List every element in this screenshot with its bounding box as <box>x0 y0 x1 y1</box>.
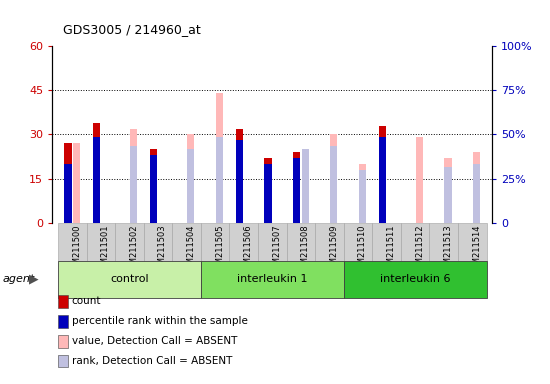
Text: count: count <box>72 296 101 306</box>
FancyBboxPatch shape <box>458 223 487 261</box>
Bar <box>236 129 243 223</box>
Bar <box>265 158 272 223</box>
FancyBboxPatch shape <box>430 223 458 261</box>
Bar <box>150 155 157 223</box>
Bar <box>64 143 72 223</box>
Bar <box>330 146 337 223</box>
Text: GSM211501: GSM211501 <box>101 225 110 275</box>
Text: GDS3005 / 214960_at: GDS3005 / 214960_at <box>63 23 201 36</box>
Text: GSM211514: GSM211514 <box>472 225 481 275</box>
Bar <box>150 149 157 223</box>
Bar <box>216 137 223 223</box>
Bar <box>359 164 366 223</box>
Text: control: control <box>110 274 148 285</box>
FancyBboxPatch shape <box>115 223 144 261</box>
Text: GSM211509: GSM211509 <box>329 225 338 275</box>
FancyBboxPatch shape <box>401 223 430 261</box>
Bar <box>73 143 80 223</box>
Text: GSM211504: GSM211504 <box>186 225 196 275</box>
FancyBboxPatch shape <box>344 223 372 261</box>
FancyBboxPatch shape <box>315 223 344 261</box>
Bar <box>473 152 480 223</box>
Bar <box>93 122 100 223</box>
FancyBboxPatch shape <box>372 223 401 261</box>
Bar <box>444 158 452 223</box>
Text: GSM211507: GSM211507 <box>272 225 281 275</box>
Text: ▶: ▶ <box>29 273 38 286</box>
Bar <box>187 134 194 223</box>
Text: GSM211506: GSM211506 <box>244 225 252 275</box>
Text: GSM211508: GSM211508 <box>301 225 310 275</box>
FancyBboxPatch shape <box>86 223 115 261</box>
Text: value, Detection Call = ABSENT: value, Detection Call = ABSENT <box>72 336 237 346</box>
Text: percentile rank within the sample: percentile rank within the sample <box>72 316 248 326</box>
FancyBboxPatch shape <box>344 261 487 298</box>
Bar <box>293 152 300 223</box>
Text: agent: agent <box>3 274 35 285</box>
FancyBboxPatch shape <box>201 223 229 261</box>
Text: GSM211505: GSM211505 <box>215 225 224 275</box>
Text: rank, Detection Call = ABSENT: rank, Detection Call = ABSENT <box>72 356 232 366</box>
Bar <box>379 137 386 223</box>
Bar <box>64 164 72 223</box>
Bar <box>416 137 423 223</box>
Text: GSM211502: GSM211502 <box>129 225 139 275</box>
FancyBboxPatch shape <box>229 223 258 261</box>
Bar <box>359 170 366 223</box>
FancyBboxPatch shape <box>201 261 344 298</box>
Bar <box>444 167 452 223</box>
Bar <box>330 134 337 223</box>
Text: interleukin 6: interleukin 6 <box>380 274 450 285</box>
Text: GSM211500: GSM211500 <box>72 225 81 275</box>
Bar <box>265 164 272 223</box>
Text: GSM211503: GSM211503 <box>158 225 167 275</box>
FancyBboxPatch shape <box>172 223 201 261</box>
FancyBboxPatch shape <box>258 223 287 261</box>
Text: GSM211512: GSM211512 <box>415 225 424 275</box>
Bar <box>379 126 386 223</box>
FancyBboxPatch shape <box>287 223 315 261</box>
Bar <box>236 140 243 223</box>
FancyBboxPatch shape <box>58 223 86 261</box>
FancyBboxPatch shape <box>58 261 201 298</box>
Text: GSM211511: GSM211511 <box>387 225 395 275</box>
Bar <box>93 137 100 223</box>
Text: interleukin 1: interleukin 1 <box>237 274 307 285</box>
Bar <box>301 149 309 223</box>
Bar <box>293 158 300 223</box>
Text: GSM211513: GSM211513 <box>444 225 453 275</box>
Bar <box>473 164 480 223</box>
FancyBboxPatch shape <box>144 223 172 261</box>
Bar <box>130 129 138 223</box>
Bar <box>130 146 138 223</box>
Bar <box>216 93 223 223</box>
Text: GSM211510: GSM211510 <box>358 225 367 275</box>
Bar <box>187 149 194 223</box>
